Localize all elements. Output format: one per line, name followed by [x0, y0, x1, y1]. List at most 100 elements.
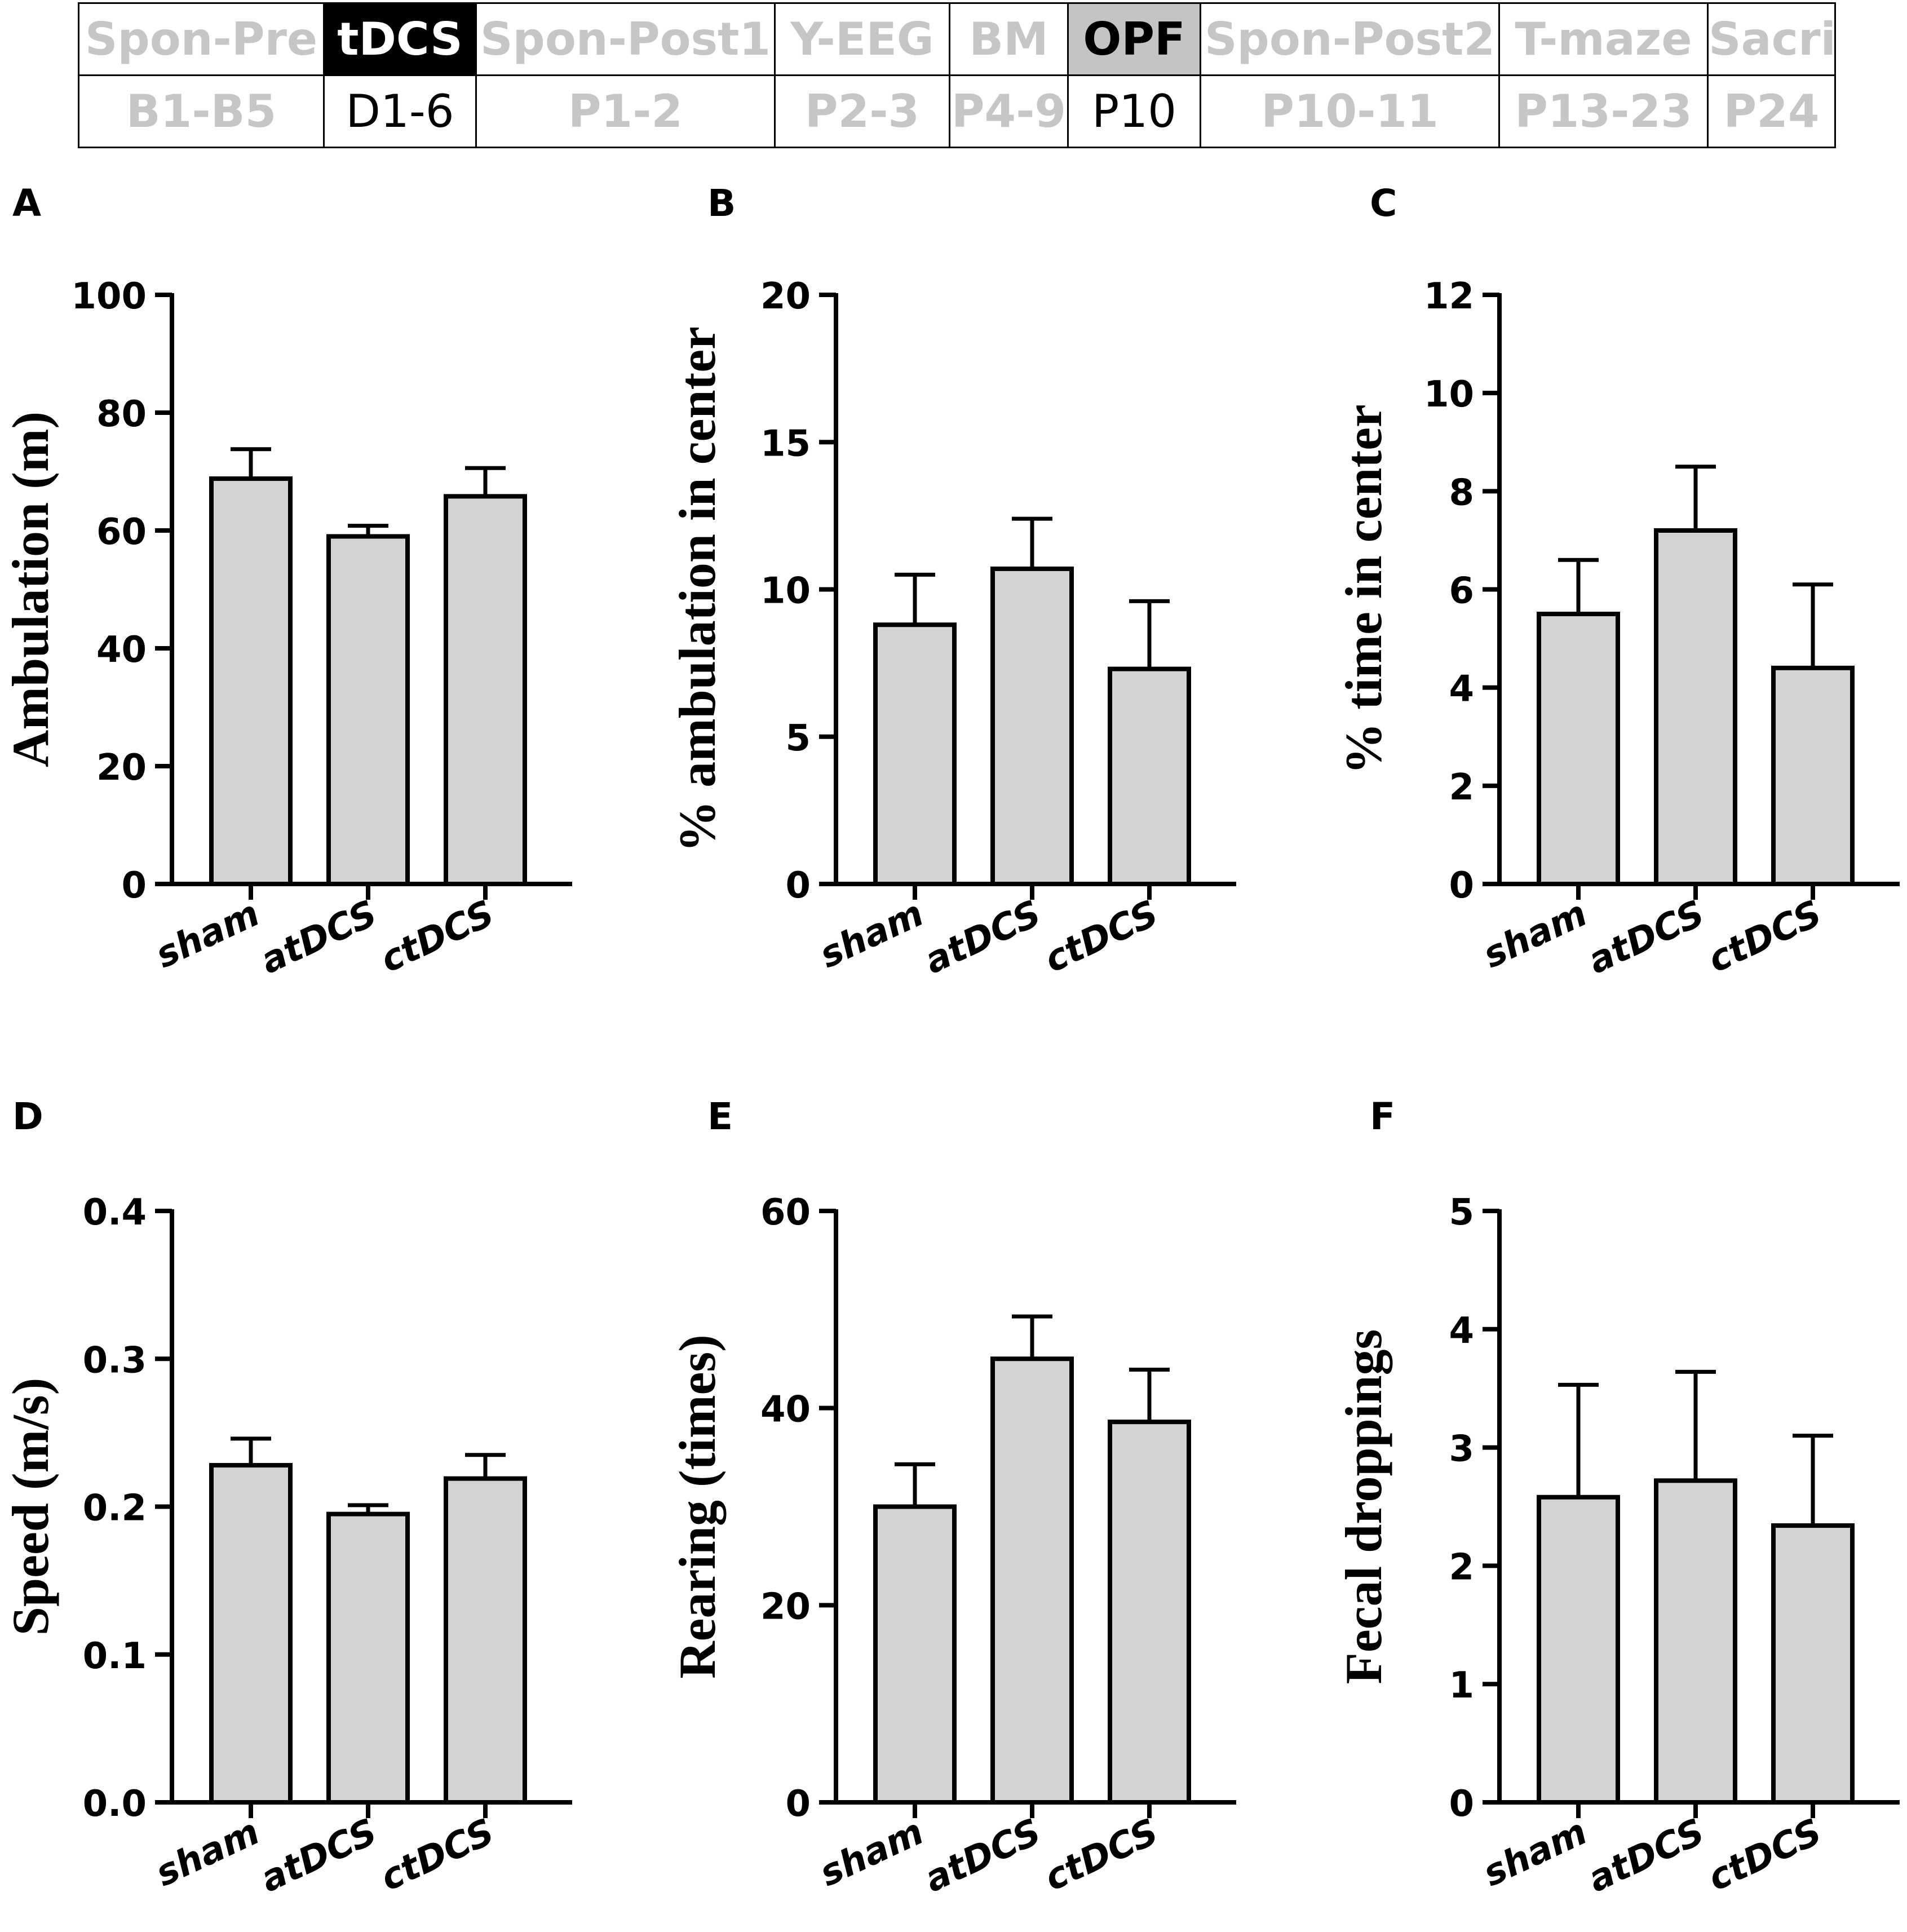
panel-b-y-tick-label: 5	[785, 718, 811, 759]
timeline-phase-spon-pre: Spon-Pre	[78, 2, 325, 76]
panel-d-y-tick-label: 0.1	[83, 1635, 147, 1677]
panel-a-y-tick-label: 0	[121, 865, 147, 907]
panel-a-bar-sham	[209, 476, 293, 886]
panel-c-y-tick-label: 2	[1449, 767, 1474, 808]
panel-c-category-label: ctDCS	[1702, 892, 1828, 981]
panel-e-bar-atdcs	[990, 1356, 1074, 1805]
panel-c-y-tick-label: 4	[1449, 669, 1474, 710]
timeline-days-y-eeg: P2-3	[774, 74, 950, 148]
panel-c-y-tick-label: 12	[1424, 276, 1474, 317]
panel-b-category-label: atDCS	[918, 892, 1047, 982]
panel-d-y-tick-label: 0.0	[83, 1783, 147, 1825]
panel-b-bar-sham	[873, 622, 957, 886]
panel-f-category-label: ctDCS	[1702, 1811, 1828, 1899]
panel-d-y-tick-label: 0.3	[83, 1339, 147, 1381]
panel-e-category-label: ctDCS	[1038, 1811, 1165, 1899]
panel-f-letter: F	[1370, 1095, 1395, 1138]
panel-d-letter: D	[12, 1095, 43, 1138]
timeline-days-opf: P10	[1067, 74, 1201, 148]
panel-a-letter: A	[12, 182, 41, 225]
panel-d-bar-atdcs	[326, 1511, 410, 1805]
timeline-phase-t-maze: T-maze	[1498, 2, 1709, 76]
panel-a-y-axis-label: Ambulation (m)	[2, 412, 59, 767]
panel-c-bar-ctdcs	[1771, 665, 1855, 887]
timeline-days-spon-post1: P1-2	[475, 74, 776, 148]
panel-b-bar-ctdcs	[1108, 666, 1191, 886]
panel-c-bar-sham	[1537, 612, 1620, 886]
panel-e-y-tick-label: 60	[760, 1192, 811, 1234]
panel-f-y-tick-label: 4	[1449, 1310, 1474, 1352]
panel-b-y-tick-label: 10	[760, 571, 811, 612]
panel-c-letter: C	[1370, 182, 1397, 225]
timeline-days-t-maze: P13-23	[1498, 74, 1709, 148]
timeline-phase-y-eeg: Y-EEG	[774, 2, 950, 76]
panel-e-category-label: atDCS	[918, 1811, 1047, 1900]
panel-b-letter: B	[707, 182, 736, 225]
panel-a-y-tick-label: 80	[96, 394, 147, 435]
panel-c-category-label: atDCS	[1582, 892, 1711, 982]
panel-f-y-tick-label: 5	[1449, 1192, 1474, 1234]
panel-d-y-tick-label: 0.4	[83, 1192, 147, 1234]
panel-f-category-label: sham	[1477, 1811, 1594, 1895]
timeline-days-row: B1-B5 D1-6 P1-2 P2-3 P4-9 P10 P10-11 P13-23 P24	[78, 74, 1836, 148]
panel-e-y-tick-label: 40	[760, 1389, 811, 1431]
panel-b-category-label: ctDCS	[1038, 892, 1165, 981]
panel-f-y-tick-label: 0	[1449, 1783, 1474, 1825]
panel-f-bar-atdcs	[1654, 1478, 1737, 1805]
timeline-days-sacrify: P24	[1707, 74, 1836, 148]
protocol-timeline-table: Spon-Pre tDCS Spon-Post1 Y-EEG BM OPF Spon-Pos…	[78, 2, 1836, 148]
panel-c-category-label: sham	[1477, 892, 1594, 976]
panel-a-y-tick-label: 20	[96, 747, 147, 789]
panel-b-y-tick-label: 0	[785, 865, 811, 907]
panel-e-bar-sham	[873, 1504, 957, 1805]
panel-a-bar-atdcs	[326, 534, 410, 886]
panel-c-y-tick-label: 8	[1449, 472, 1474, 514]
timeline-days-spon-pre: B1-B5	[78, 74, 325, 148]
panel-f-y-axis-label: Fecal droppings	[1335, 1329, 1392, 1685]
panel-c-y-tick-label: 0	[1449, 865, 1474, 907]
panel-d-y-tick-label: 0.2	[83, 1488, 147, 1529]
panel-f-y-tick-label: 1	[1449, 1665, 1474, 1706]
panel-e-y-tick-label: 0	[785, 1783, 811, 1825]
timeline-phase-spon-post1: Spon-Post1	[475, 2, 776, 76]
panel-a-category-label: ctDCS	[374, 892, 501, 981]
panel-c-y-axis-label: % time in center	[1335, 404, 1392, 775]
panel-c-y-tick-label: 6	[1449, 571, 1474, 612]
timeline-phase-tdcs: tDCS	[323, 2, 477, 76]
panel-f-y-tick-label: 2	[1449, 1546, 1474, 1588]
timeline-days-bm: P4-9	[949, 74, 1069, 148]
panel-f-bar-ctdcs	[1771, 1523, 1855, 1805]
panel-f-category-label: atDCS	[1582, 1811, 1711, 1900]
panel-e-category-label: sham	[813, 1811, 930, 1895]
timeline-days-spon-post2: P10-11	[1200, 74, 1500, 148]
panel-c-bar-atdcs	[1654, 528, 1737, 886]
panel-a-category-label: atDCS	[254, 892, 383, 982]
panel-e-y-axis-label: Rearing (times)	[669, 1334, 726, 1679]
panel-d-y-axis-label: Speed (m/s)	[2, 1378, 59, 1635]
panel-f-y-tick-label: 3	[1449, 1429, 1474, 1470]
timeline-days-tdcs: D1-6	[323, 74, 477, 148]
panel-c-y-tick-label: 10	[1424, 374, 1474, 415]
panel-d-category-label: sham	[149, 1811, 266, 1895]
panel-a-bar-ctdcs	[444, 494, 527, 886]
panel-a-category-label: sham	[149, 892, 266, 976]
panel-e-y-tick-label: 20	[760, 1586, 811, 1628]
panel-d-bar-ctdcs	[444, 1476, 527, 1805]
panel-d-category-label: ctDCS	[374, 1811, 501, 1899]
panel-a-y-tick-label: 60	[96, 511, 147, 553]
panel-d-bar-sham	[209, 1463, 293, 1805]
panel-a-y-tick-label: 100	[71, 276, 147, 317]
panel-b-y-axis-label: % ambulation in center	[669, 326, 726, 852]
panel-a-y-tick-label: 40	[96, 629, 147, 671]
panel-b-bar-atdcs	[990, 566, 1074, 886]
panel-e-bar-ctdcs	[1108, 1420, 1191, 1805]
timeline-phase-opf: OPF	[1067, 2, 1201, 76]
panel-b-category-label: sham	[813, 892, 930, 976]
panel-b-y-tick-label: 20	[760, 276, 811, 317]
timeline-phase-sacrify: Sacrify	[1707, 2, 1836, 76]
panel-e-letter: E	[707, 1095, 733, 1138]
timeline-phase-spon-post2: Spon-Post2	[1200, 2, 1500, 76]
timeline-phase-bm: BM	[949, 2, 1069, 76]
timeline-phase-row: Spon-Pre tDCS Spon-Post1 Y-EEG BM OPF Spon-Pos…	[78, 2, 1836, 76]
